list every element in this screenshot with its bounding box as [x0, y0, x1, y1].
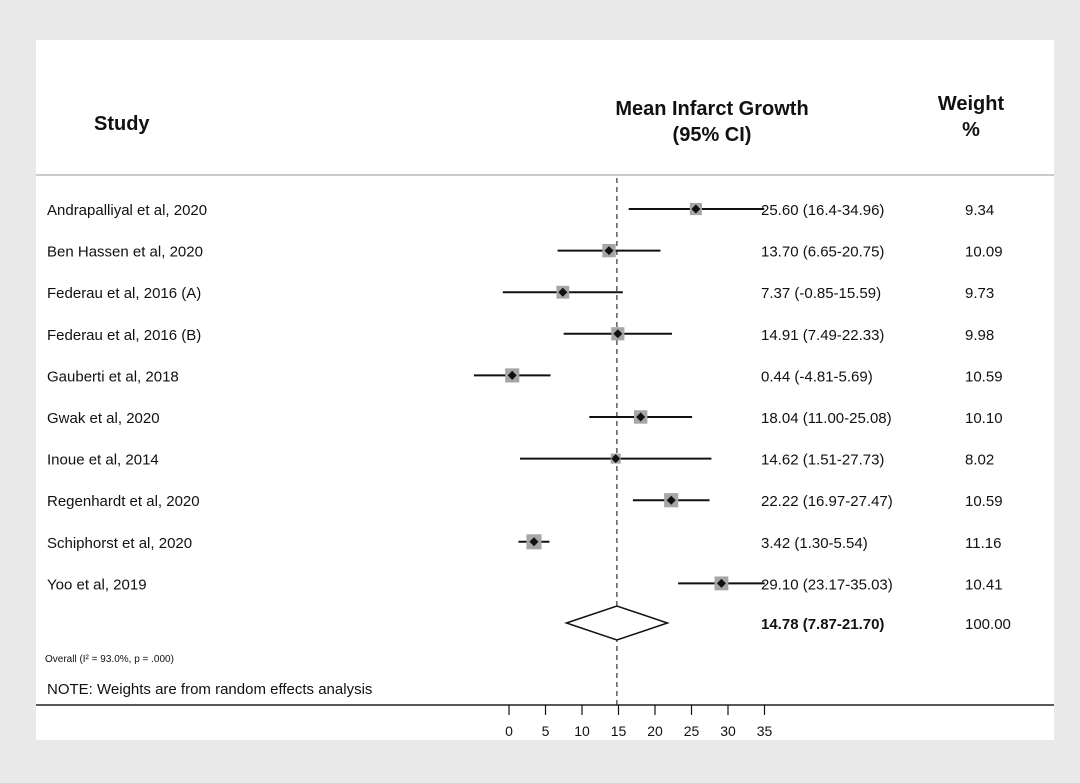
- study-ci-value: 18.04 (11.00-25.08): [761, 410, 892, 427]
- point-estimate-marker: [529, 537, 539, 547]
- study-weight-value: 10.09: [965, 244, 1003, 261]
- study-name: Andrapalliyal et al, 2020: [47, 202, 207, 219]
- study-weight-value: 9.98: [965, 327, 994, 344]
- study-weight-value: 11.16: [965, 535, 1001, 552]
- point-estimate-marker: [507, 370, 517, 380]
- point-estimate-marker: [716, 578, 726, 588]
- overall-weight-value: 100.00: [965, 616, 1011, 633]
- point-estimate-marker: [666, 495, 676, 505]
- study-weight-value: 10.10: [965, 410, 1003, 427]
- point-estimate-marker: [613, 329, 623, 339]
- x-axis-tick-label: 10: [574, 723, 590, 739]
- point-estimate-marker: [604, 246, 614, 256]
- effect-column-header-line2: (95% CI): [673, 124, 752, 146]
- forest-plot: Study Mean Infarct Growth (95% CI) Weigh…: [36, 93, 1054, 739]
- overall-label: Overall (I² = 93.0%, p = .000): [45, 654, 174, 665]
- point-estimate-marker: [636, 412, 646, 422]
- study-ci-value: 7.37 (-0.85-15.59): [761, 285, 881, 302]
- overall-ci-value: 14.78 (7.87-21.70): [761, 616, 884, 633]
- study-weight-value: 9.34: [965, 202, 994, 219]
- weight-column-header-line1: Weight: [938, 93, 1005, 115]
- weights-note: NOTE: Weights are from random effects an…: [47, 681, 372, 698]
- study-name: Gwak et al, 2020: [47, 410, 160, 427]
- x-axis-tick-label: 15: [611, 723, 627, 739]
- study-weight-value: 10.59: [965, 493, 1003, 510]
- study-name: Federau et al, 2016 (A): [47, 285, 201, 302]
- study-weight-value: 9.73: [965, 285, 994, 302]
- study-name: Regenhardt et al, 2020: [47, 493, 200, 510]
- study-ci-value: 0.44 (-4.81-5.69): [761, 368, 873, 385]
- overall-label-text: Overall: [45, 654, 79, 665]
- study-ci-value: 22.22 (16.97-27.47): [761, 493, 893, 510]
- effect-column-header-line1: Mean Infarct Growth: [615, 98, 808, 120]
- x-axis-tick-label: 5: [542, 723, 550, 739]
- point-estimate-marker: [558, 287, 568, 297]
- point-estimate-marker: [611, 454, 621, 464]
- heterogeneity-statistic: (I² = 93.0%, p = .000): [79, 654, 174, 665]
- study-name: Schiphorst et al, 2020: [47, 535, 192, 552]
- weight-column-header-line2: %: [962, 119, 980, 141]
- study-ci-value: 14.62 (1.51-27.73): [761, 452, 884, 469]
- overall-effect-diamond: [564, 605, 670, 641]
- study-weight-value: 10.41: [965, 576, 1003, 593]
- study-name: Inoue et al, 2014: [47, 452, 159, 469]
- study-name: Federau et al, 2016 (B): [47, 327, 201, 344]
- x-axis-tick-label: 25: [684, 723, 700, 739]
- study-weight-value: 10.59: [965, 368, 1003, 385]
- study-name: Ben Hassen et al, 2020: [47, 244, 203, 261]
- study-name: Gauberti et al, 2018: [47, 368, 179, 385]
- study-ci-value: 29.10 (23.17-35.03): [761, 576, 893, 593]
- x-axis-tick-label: 30: [720, 723, 736, 739]
- study-weight-value: 8.02: [965, 452, 994, 469]
- x-axis-tick-label: 20: [647, 723, 663, 739]
- study-ci-value: 25.60 (16.4-34.96): [761, 202, 884, 219]
- study-ci-value: 14.91 (7.49-22.33): [761, 327, 884, 344]
- point-estimate-marker: [691, 204, 701, 214]
- forest-plot-panel: Study Mean Infarct Growth (95% CI) Weigh…: [36, 40, 1054, 740]
- study-column-header: Study: [94, 113, 150, 135]
- study-name: Yoo et al, 2019: [47, 576, 147, 593]
- study-ci-value: 3.42 (1.30-5.54): [761, 535, 868, 552]
- x-axis-tick-label: 0: [505, 723, 513, 739]
- x-axis-tick-label: 35: [757, 723, 773, 739]
- study-ci-value: 13.70 (6.65-20.75): [761, 244, 884, 261]
